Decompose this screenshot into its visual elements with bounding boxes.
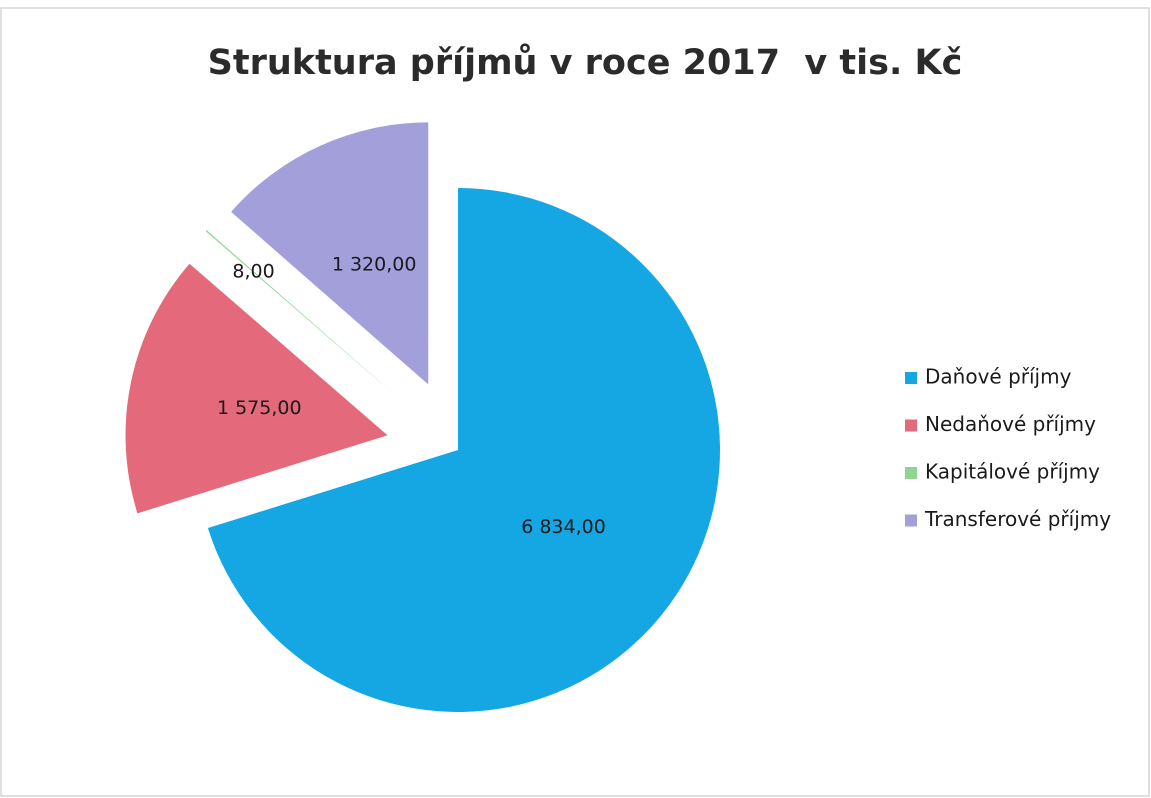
pie-slice	[125, 263, 388, 514]
chart-title: Struktura příjmů v roce 2017 v tis. Kč	[208, 42, 963, 83]
pie-slice	[231, 122, 429, 385]
value-label: 1 575,00	[217, 397, 302, 419]
legend-swatch	[905, 372, 917, 384]
legend-swatch	[905, 514, 917, 527]
value-label: 6 834,00	[521, 516, 606, 538]
legend-label: Nedaňové příjmy	[925, 412, 1096, 436]
pie-slice	[205, 230, 404, 403]
legend-label: Daňové příjmy	[925, 365, 1072, 389]
legend-swatch	[905, 419, 917, 432]
value-label: 8,00	[232, 260, 274, 282]
legend-label: Transferové příjmy	[924, 507, 1111, 531]
value-label: 1 320,00	[332, 254, 417, 276]
legend-swatch	[905, 467, 917, 479]
pie-slice	[207, 188, 720, 712]
legend-label: Kapitálové příjmy	[925, 460, 1100, 484]
